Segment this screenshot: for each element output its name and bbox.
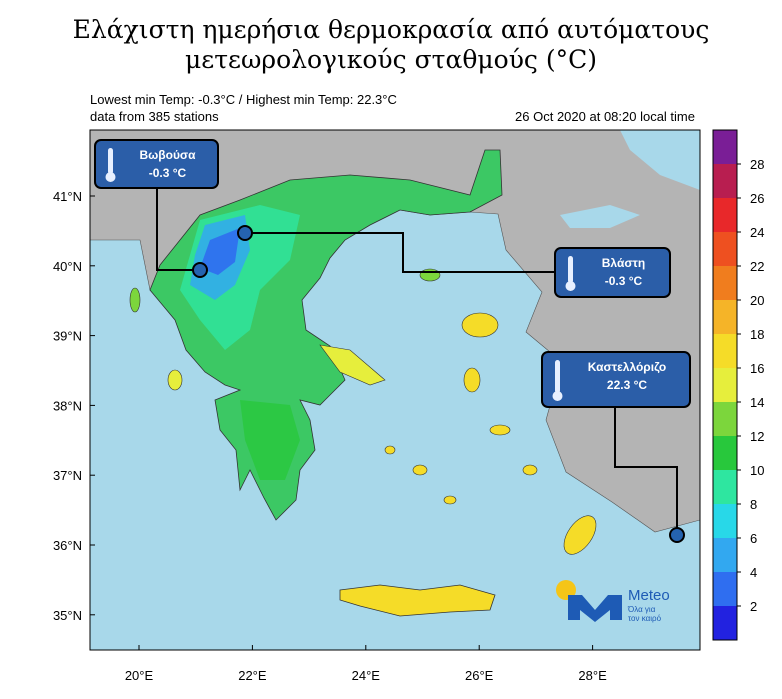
lat-label: 35°N bbox=[53, 608, 82, 623]
colorbar-label: 8 bbox=[750, 497, 757, 512]
thermo-bulb bbox=[565, 281, 576, 291]
title-line: μετεωρολογικούς σταθμούς (°C) bbox=[185, 45, 597, 74]
colorbar-label: 22 bbox=[750, 259, 764, 274]
lat-label: 39°N bbox=[53, 329, 82, 344]
colorbar-label: 24 bbox=[750, 225, 764, 240]
stations: data from 385 stations bbox=[90, 109, 219, 124]
colorbar-swatch bbox=[713, 606, 737, 640]
callout-name: Βωβούσα bbox=[139, 148, 196, 162]
lat-label: 37°N bbox=[53, 468, 82, 483]
callout-name: Καστελλόριζο bbox=[588, 360, 667, 374]
colorbar-swatch bbox=[713, 368, 737, 402]
station-dot bbox=[669, 527, 685, 543]
lesvos bbox=[461, 312, 499, 338]
callout-lines bbox=[156, 188, 678, 535]
chios bbox=[463, 367, 481, 393]
thermo-tube bbox=[108, 148, 113, 174]
map-frame bbox=[89, 129, 701, 651]
logo-mark bbox=[568, 595, 622, 622]
lon-label: 22°E bbox=[238, 668, 267, 683]
colorbar-label: 26 bbox=[750, 191, 764, 206]
thermo-tube bbox=[555, 360, 560, 393]
lat-label: 38°N bbox=[53, 398, 82, 413]
title-line: Ελάχιστη ημερήσια θερμοκρασία από αυτόμα… bbox=[73, 15, 710, 44]
colorbar-label: 2 bbox=[750, 599, 757, 614]
logo-name: Meteo bbox=[628, 587, 670, 604]
colorbar-swatch bbox=[713, 470, 737, 504]
callout-box bbox=[541, 351, 691, 408]
colorbar-swatch bbox=[713, 266, 737, 300]
island bbox=[443, 495, 457, 505]
colorbar-label: 20 bbox=[750, 293, 764, 308]
lat-label: 40°N bbox=[53, 259, 82, 274]
thermo-tube bbox=[568, 256, 573, 283]
colorbar-swatch bbox=[713, 232, 737, 266]
rhodes bbox=[563, 515, 597, 555]
coldest-patch bbox=[200, 228, 240, 275]
station-dot bbox=[192, 262, 208, 278]
colorbar-frame bbox=[712, 129, 738, 641]
corfu bbox=[129, 287, 141, 313]
logo: Meteo Όλα για τον καιρό bbox=[556, 580, 670, 623]
kefalonia bbox=[167, 369, 183, 391]
lon-label: 26°E bbox=[465, 668, 494, 683]
callout-value: -0.3 °C bbox=[605, 274, 643, 288]
callout-box bbox=[554, 247, 671, 298]
callouts: Βωβούσα -0.3 °C Βλάστη -0.3 °C Καστελλόριζο 2… bbox=[94, 139, 691, 408]
colorbar-swatch bbox=[713, 130, 737, 164]
colorbar-swatch bbox=[713, 538, 737, 572]
thermo-bulb bbox=[552, 391, 563, 401]
logo-tagline: τον καιρό bbox=[628, 614, 662, 623]
samos bbox=[489, 424, 511, 436]
colorbar-swatch bbox=[713, 436, 737, 470]
colorbar-swatch bbox=[713, 504, 737, 538]
colorbar-swatch bbox=[713, 334, 737, 368]
lon-label: 20°E bbox=[125, 668, 154, 683]
colorbar-swatch bbox=[713, 198, 737, 232]
colorbar-label: 12 bbox=[750, 429, 764, 444]
naxos bbox=[412, 464, 428, 476]
logo-tagline: Όλα για bbox=[627, 605, 656, 614]
colorbar-label: 10 bbox=[750, 463, 764, 478]
callout-value: 22.3 °C bbox=[607, 378, 647, 392]
timestamp: 26 Oct 2020 at 08:20 local time bbox=[515, 109, 695, 124]
colorbar-label: 18 bbox=[750, 327, 764, 342]
callout-value: -0.3 °C bbox=[149, 166, 187, 180]
lat-label: 41°N bbox=[53, 189, 82, 204]
thermo-bulb bbox=[105, 172, 116, 182]
colorbar-label: 28 bbox=[750, 157, 764, 172]
callout-box bbox=[94, 139, 219, 189]
crete bbox=[339, 584, 496, 617]
marmara bbox=[560, 205, 640, 228]
colorbar-swatch bbox=[713, 300, 737, 334]
colorbar-swatch bbox=[713, 402, 737, 436]
colorbar-label: 16 bbox=[750, 361, 764, 376]
black-sea bbox=[620, 130, 700, 190]
temp-range: Lowest min Temp: -0.3°C / Highest min Te… bbox=[90, 92, 397, 107]
colorbar-label: 14 bbox=[750, 395, 764, 410]
colorbar-swatch bbox=[713, 164, 737, 198]
island bbox=[384, 445, 396, 455]
colorbar-label: 6 bbox=[750, 531, 757, 546]
lon-label: 28°E bbox=[578, 668, 607, 683]
evia bbox=[319, 344, 386, 386]
pelop-patch bbox=[240, 400, 300, 480]
colorbar-swatch bbox=[713, 572, 737, 606]
lon-label: 24°E bbox=[352, 668, 381, 683]
kos bbox=[522, 464, 538, 476]
limnos bbox=[419, 268, 441, 282]
station-dot bbox=[237, 225, 253, 241]
callout-name: Βλάστη bbox=[602, 256, 645, 270]
colorbar-label: 4 bbox=[750, 565, 757, 580]
lat-label: 36°N bbox=[53, 538, 82, 553]
